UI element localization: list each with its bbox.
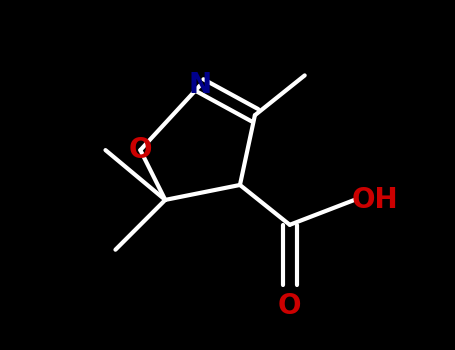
Text: O: O [129, 136, 152, 164]
Text: N: N [188, 71, 212, 99]
Text: O: O [278, 292, 302, 320]
Text: OH: OH [352, 186, 399, 214]
